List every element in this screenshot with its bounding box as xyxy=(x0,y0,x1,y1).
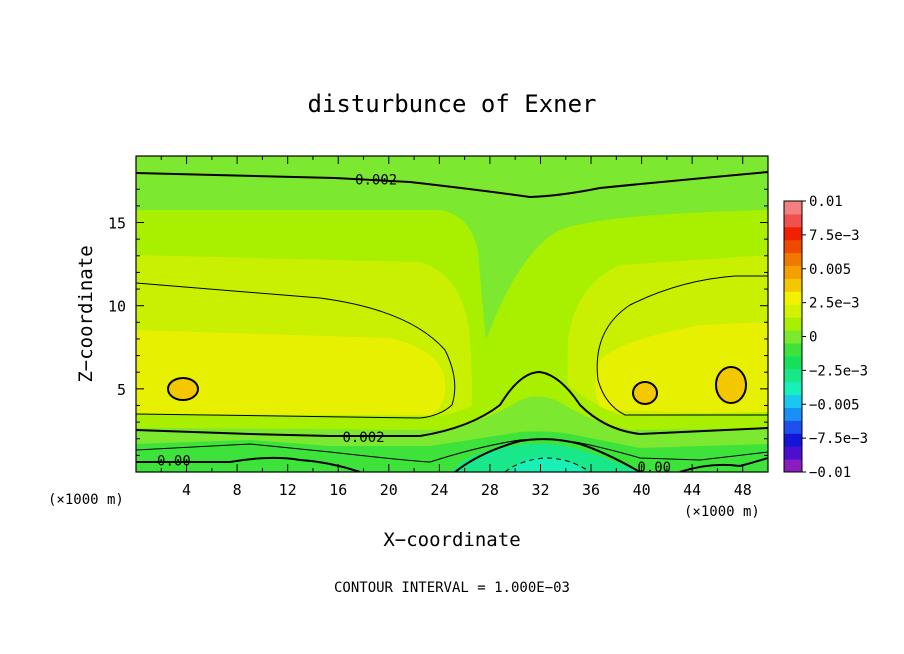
contour-blob-right-small xyxy=(632,381,658,405)
contour-line-right-lobe xyxy=(596,275,768,416)
colorbar-label: 0.005 xyxy=(809,262,851,278)
x-tick-label: 20 xyxy=(380,481,398,499)
colorbar-swatch xyxy=(784,342,802,357)
colorbar: 0.01 7.5e−3 0.005 2.5e−3 0 −2.5e−3 −0.005 −7.5e… xyxy=(783,194,868,481)
contour-lines xyxy=(136,171,768,472)
x-unit-label-left: (×1000 m) xyxy=(48,492,124,508)
colorbar-label: 0.01 xyxy=(809,194,843,210)
colorbar-swatch xyxy=(784,420,802,434)
y-tick-label: 10 xyxy=(108,298,126,316)
y-axis-ticks: 5 10 15 xyxy=(108,172,768,456)
x-tick-label: 24 xyxy=(430,481,448,499)
contour-label: 0.00 xyxy=(637,460,671,476)
contour-line-left-lobe xyxy=(136,282,456,419)
contour-interval-footer: CONTOUR INTERVAL = 1.000E−03 xyxy=(334,580,570,596)
x-tick-label: 32 xyxy=(531,481,549,499)
x-tick-label: 28 xyxy=(481,481,499,499)
x-tick-label: 36 xyxy=(582,481,600,499)
colorbar-label: 0 xyxy=(809,330,817,346)
colorbar-swatch xyxy=(784,239,802,254)
colorbar-swatch xyxy=(784,201,802,215)
contour-blob-right-large xyxy=(715,366,747,404)
chart-title: disturbunce of Exner xyxy=(308,90,597,118)
y-tick-label: 5 xyxy=(117,381,126,399)
contour-blob-left xyxy=(167,377,199,401)
colorbar-swatch xyxy=(784,459,802,473)
x-tick-label: 44 xyxy=(683,481,701,499)
contour-line-lower xyxy=(136,438,768,463)
blob-right-small xyxy=(633,382,657,404)
colorbar-swatch xyxy=(784,330,802,344)
contour-line-upper xyxy=(136,171,768,199)
contour-line-negative xyxy=(504,457,591,472)
contour-line-zero xyxy=(136,438,768,472)
x-axis-ticks: 4 8 12 16 20 24 28 32 36 40 44 48 xyxy=(160,156,752,499)
contour-label: 0.002 xyxy=(355,172,397,188)
colorbar-swatch xyxy=(784,265,802,279)
colorbar-label: −0.005 xyxy=(809,397,860,413)
x-tick-label: 48 xyxy=(734,481,752,499)
contour-label: 0.002 xyxy=(342,430,384,446)
plot-frame xyxy=(135,155,769,473)
colorbar-swatch xyxy=(784,381,802,396)
x-tick-label: 12 xyxy=(279,481,297,499)
band-yellow-left xyxy=(136,330,446,415)
colorbar-label: 7.5e−3 xyxy=(809,228,860,244)
blob-right-large xyxy=(716,367,746,403)
colorbar-label: −2.5e−3 xyxy=(809,363,868,379)
plot-area xyxy=(136,156,768,472)
colorbar-swatch xyxy=(784,291,802,305)
x-axis-label: X−coordinate xyxy=(383,529,520,551)
x-tick-label: 8 xyxy=(233,481,242,499)
colorbar-swatch xyxy=(784,407,802,421)
y-tick-label: 15 xyxy=(108,215,126,233)
x-tick-label: 16 xyxy=(329,481,347,499)
colorbar-label: −7.5e−3 xyxy=(809,431,868,447)
colorbar-swatch xyxy=(784,304,802,318)
colorbar-swatch xyxy=(784,446,802,460)
colorbar-swatch xyxy=(784,213,802,228)
y-axis-label: Z−coordinate xyxy=(75,245,97,382)
colorbar-swatch xyxy=(784,278,802,292)
colorbar-label: −0.01 xyxy=(809,465,851,481)
colorbar-swatch xyxy=(784,226,802,241)
x-tick-label: 40 xyxy=(633,481,651,499)
blob-left xyxy=(168,378,198,400)
contour-line-hump xyxy=(136,370,768,437)
colorbar-swatch xyxy=(784,368,802,383)
contour-label: 0.00 xyxy=(157,453,191,469)
x-tick-label: 4 xyxy=(182,481,191,499)
colorbar-swatch xyxy=(784,317,802,331)
colorbar-swatch xyxy=(784,394,802,408)
colorbar-swatch xyxy=(784,355,802,370)
colorbar-swatch xyxy=(784,433,802,447)
x-unit-label-right: (×1000 m) xyxy=(684,504,760,520)
colorbar-swatch xyxy=(784,252,802,267)
colorbar-label: 2.5e−3 xyxy=(809,296,860,312)
